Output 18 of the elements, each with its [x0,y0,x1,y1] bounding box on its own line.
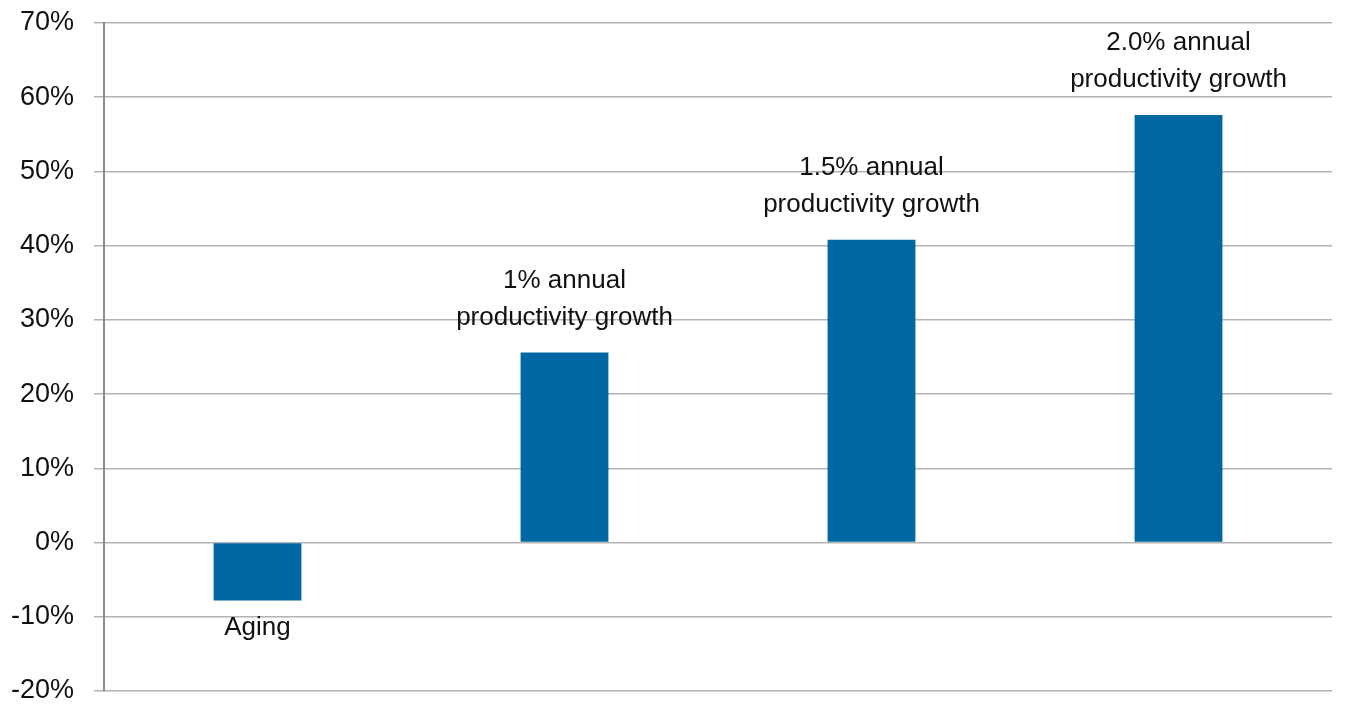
bar [827,239,916,542]
y-tick-label: 20% [19,377,74,408]
x-tick-label: 2.0% annual productivity growth [1070,26,1287,94]
y-tick-label: -20% [10,674,74,705]
bar [1134,115,1223,542]
y-tick-label: 10% [19,451,74,482]
y-tick-label: 70% [19,6,74,37]
bar [520,352,609,542]
x-tick-label: 1% annual productivity growth [456,263,673,331]
bar [213,543,302,601]
y-tick-label: -10% [10,600,74,631]
y-tick-label: 0% [34,526,74,557]
x-tick-label: Aging [224,610,291,641]
x-tick-label: 1.5% annual productivity growth [763,150,980,218]
y-tick-label: 40% [19,229,74,260]
y-tick-label: 30% [19,303,74,334]
y-tick-label: 60% [19,80,74,111]
y-tick-label: 50% [19,154,74,185]
